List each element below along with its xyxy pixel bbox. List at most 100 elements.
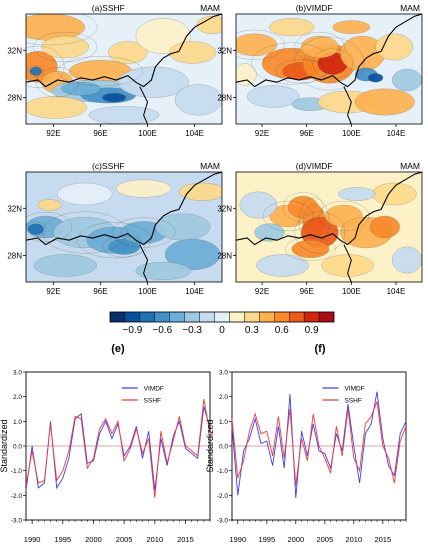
colorbar-label: −0.9	[123, 325, 143, 336]
map-title: (d)VIMDF	[296, 161, 333, 171]
chart-series-line-vimdf	[231, 391, 407, 498]
colorbar: −0.9 −0.6 −0.3 0 0.3 0.6 0.9	[109, 311, 335, 336]
map-contour-region	[375, 33, 413, 61]
map-boundary-line	[343, 244, 352, 282]
colorbar-swatch	[229, 311, 245, 323]
chart-x-tick-label: 2015	[374, 535, 391, 544]
map-boundary-line	[236, 14, 422, 88]
map-contour-region	[108, 238, 140, 255]
chart-x-tick-label: 2005	[316, 535, 333, 544]
chart-y-tick-label: 2.0	[219, 394, 228, 401]
map-lon-tick-label: 96E	[93, 287, 107, 296]
map-contour-line	[26, 212, 73, 242]
chart-legend-label: SSHF	[144, 398, 161, 405]
map-contour-region	[246, 85, 300, 108]
map-panel-d: (d)VIMDF MAM 92E 96E 100E 104E 32N 28N	[217, 161, 423, 296]
map-season-label: MAM	[400, 161, 420, 171]
map-lon-tick-label: 100E	[138, 129, 157, 138]
map-lat-tick-label: 32N	[217, 204, 232, 213]
map-frame	[235, 171, 423, 283]
map-contour-region	[164, 238, 221, 271]
map-contour-line	[26, 14, 98, 46]
colorbar-swatch	[154, 311, 170, 323]
chart-y-tick-label: -3.0	[217, 518, 229, 525]
map-panel-c: (c)SSHF MAM 92E 96E 100E 104E 32N 28N	[7, 161, 223, 296]
map-panel-a: (a)SSHF MAM 92E 96E 100E 104E 32N 28N	[7, 3, 223, 138]
map-frame	[235, 13, 423, 125]
colorbar-swatch	[124, 311, 141, 323]
colorbar-swatch	[199, 311, 215, 323]
map-frame	[25, 13, 223, 125]
chart-x-tick-label: 1990	[24, 535, 41, 544]
map-boundary-line	[139, 244, 149, 282]
chart-x-tick-label: 2015	[177, 535, 194, 544]
map-contour-region	[33, 254, 97, 277]
map-contour-region	[354, 88, 415, 116]
chart-y-tick-label: 3.0	[219, 370, 228, 377]
map-contour-line	[27, 65, 44, 78]
map-contour-region	[367, 73, 384, 83]
map-contour-line	[318, 200, 370, 231]
chart-panel-label: (e)	[111, 343, 125, 355]
map-field	[236, 14, 422, 124]
map-field	[26, 14, 222, 124]
map-contour-region	[371, 182, 417, 206]
timeseries-charts: (e) 3.0 2.0 1.0 0.0 -1.0 -2.0 -3.0 1990 1995 2000 2…	[0, 343, 407, 544]
map-contour-region	[88, 106, 160, 124]
map-contour-line	[312, 48, 353, 79]
chart-x-tick-label: 2010	[345, 535, 362, 544]
chart-y-tick-label: 0.0	[13, 444, 22, 451]
map-lon-tick-label: 96E	[93, 129, 107, 138]
map-contour-region	[155, 213, 211, 241]
map-contour-region	[269, 18, 315, 37]
map-contour-line	[285, 236, 336, 262]
map-frame	[25, 171, 223, 283]
map-contour-region	[27, 223, 44, 235]
map-contour-line	[26, 221, 47, 237]
colorbar-label: −0.3	[182, 325, 202, 336]
map-contour-line	[282, 192, 324, 223]
map-contour-line	[293, 36, 365, 91]
map-contour-line	[42, 211, 128, 254]
colorbar-swatch	[184, 311, 200, 323]
chart-y-tick-label: 3.0	[13, 370, 22, 377]
map-lat-tick-label: 28N	[217, 252, 232, 261]
chart-x-tick-label: 2000	[85, 535, 102, 544]
map-contour-line	[36, 67, 79, 98]
map-contour-line	[236, 29, 285, 60]
map-field	[26, 172, 222, 282]
colorbar-swatch	[244, 311, 260, 323]
map-contour-region	[338, 187, 376, 201]
chart-x-tick-label: 2000	[287, 535, 304, 544]
chart-y-tick-label: 0.0	[219, 444, 228, 451]
map-contour-region	[174, 84, 222, 116]
colorbar-swatch	[303, 311, 320, 323]
colorbar-label: 0.6	[275, 325, 289, 336]
colorbar-swatch	[318, 311, 335, 323]
map-lat-tick-label: 28N	[7, 252, 22, 261]
timeseries-chart-0: (e) 3.0 2.0 1.0 0.0 -1.0 -2.0 -3.0 1990 1995 2000 2…	[0, 343, 211, 544]
colorbar-swatch	[289, 311, 305, 323]
colorbar-label: 0	[219, 325, 225, 336]
chart-y-tick-label: -1.0	[11, 468, 23, 475]
map-lon-tick-label: 100E	[138, 287, 157, 296]
map-lon-tick-label: 92E	[46, 129, 60, 138]
chart-series-line-sshf	[25, 399, 211, 498]
map-boundary-line	[26, 14, 222, 88]
chart-y-tick-label: 1.0	[219, 419, 228, 426]
map-lon-tick-label: 104E	[185, 129, 204, 138]
map-contour-region	[57, 182, 113, 206]
colorbar-swatch	[109, 311, 126, 323]
map-lon-tick-label: 100E	[342, 129, 361, 138]
chart-legend-label: SSHF	[344, 398, 361, 405]
colorbar-label: 0.9	[305, 325, 319, 336]
map-lon-tick-label: 96E	[300, 287, 314, 296]
colorbar-label: 0.3	[245, 325, 259, 336]
map-contour-line	[102, 236, 146, 258]
colorbar-swatch	[214, 311, 230, 323]
map-contour-region	[300, 35, 339, 59]
map-lat-tick-label: 32N	[7, 204, 22, 213]
map-lat-tick-label: 32N	[217, 46, 232, 55]
map-contour-region	[392, 246, 422, 274]
map-boundary-line	[139, 86, 149, 124]
